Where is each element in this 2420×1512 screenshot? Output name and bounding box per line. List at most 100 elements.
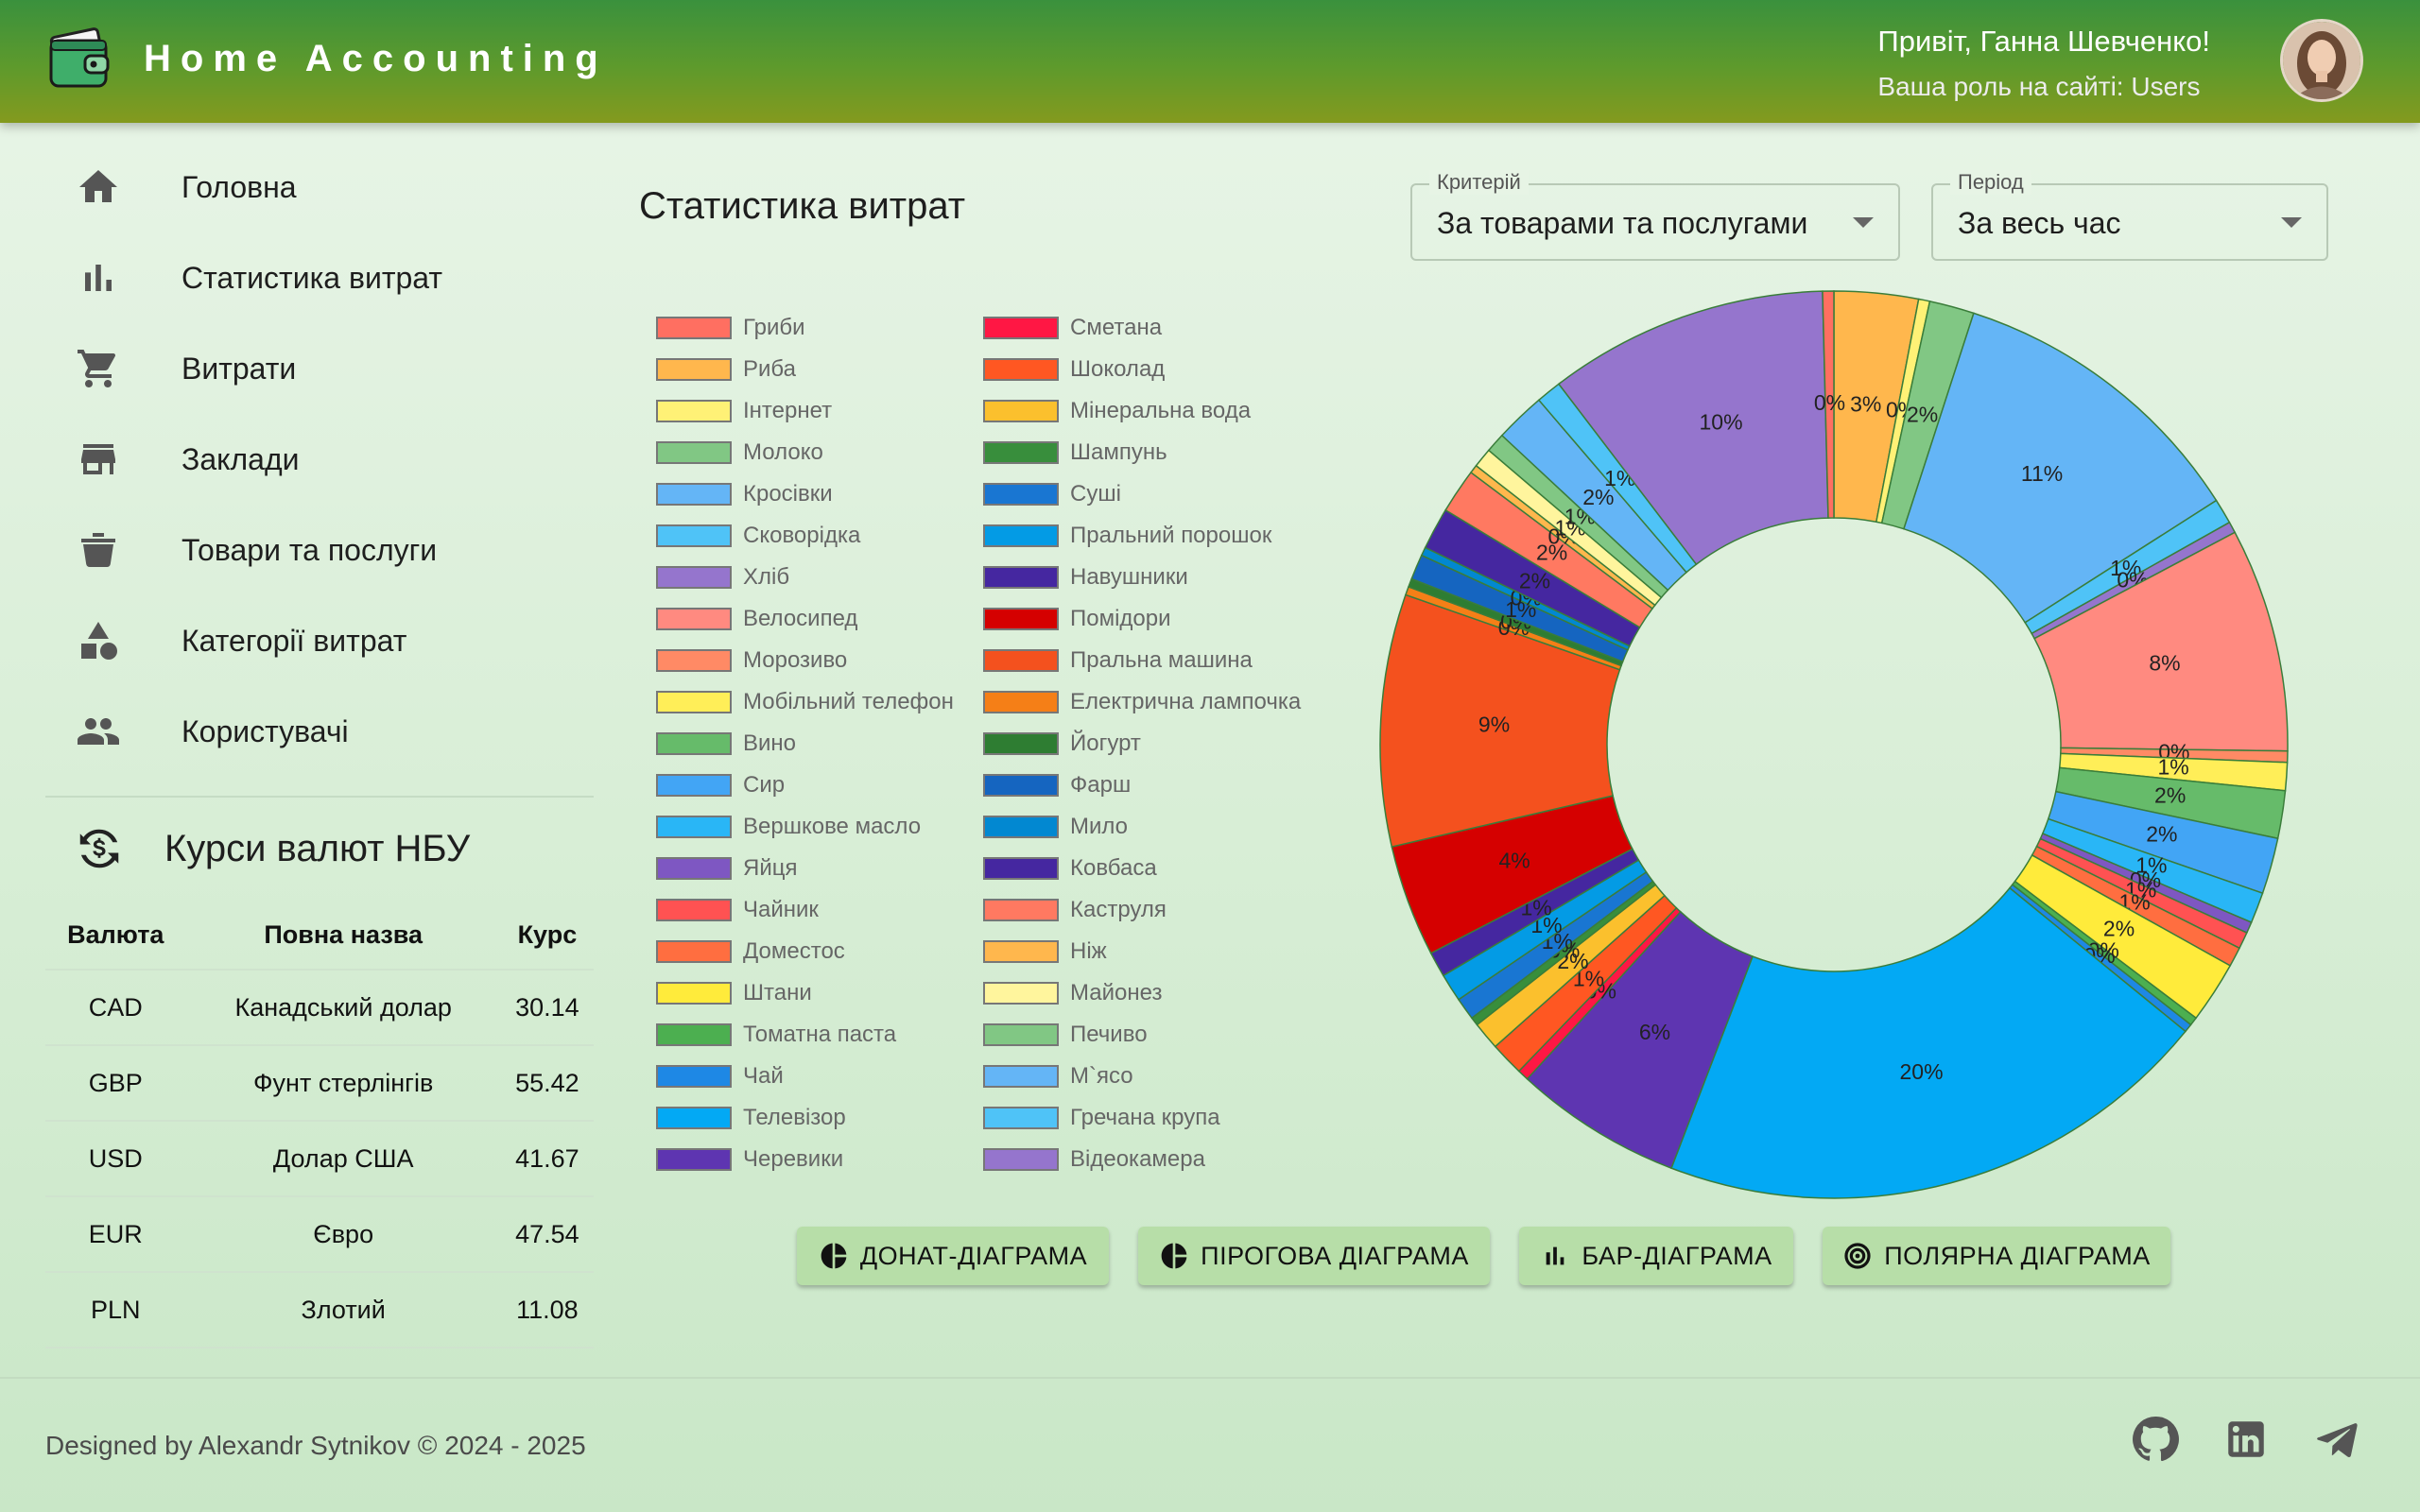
page-title: Статистика витрат [639, 185, 966, 227]
legend-item[interactable]: Риба [656, 355, 796, 384]
footer-credit: Designed by Alexandr Sytnikov © 2024 - 2… [45, 1431, 586, 1460]
legend-swatch [656, 483, 732, 506]
legend-swatch [656, 899, 732, 921]
donut-chart-button[interactable]: ДОНАТ-ДІАГРАМА [797, 1227, 1109, 1285]
sidebar-item-label: Головна [182, 169, 297, 204]
table-row: CAD Канадський долар 30.14 [45, 969, 594, 1045]
donut-slice[interactable] [1903, 312, 2218, 624]
currency-rates-table: Валюта Повна назва Курс CAD Канадський д… [45, 902, 594, 1349]
category-icon [81, 622, 117, 660]
legend-item[interactable]: Мінеральна вода [983, 397, 1251, 425]
period-select[interactable]: Період За весь час [1931, 170, 2328, 261]
legend-item[interactable]: Велосипед [656, 605, 857, 633]
legend-item[interactable]: Хліб [656, 563, 789, 592]
avatar[interactable] [2280, 19, 2363, 102]
legend-item[interactable]: М`ясо [983, 1062, 1133, 1091]
legend-item[interactable]: Суші [983, 480, 1121, 508]
legend-label: Фарш [1070, 772, 1132, 798]
legend-item[interactable]: Сир [656, 771, 785, 799]
legend-item[interactable]: Йогурт [983, 730, 1141, 758]
legend-item[interactable]: Шоколад [983, 355, 1165, 384]
wallet-logo-icon[interactable] [47, 27, 112, 92]
legend-item[interactable]: Томатна паста [656, 1021, 896, 1049]
legend-item[interactable]: Морозиво [656, 646, 847, 675]
legend-item[interactable]: Пральна машина [983, 646, 1253, 675]
legend-swatch [983, 400, 1059, 422]
legend-item[interactable]: Гриби [656, 314, 805, 342]
slice-percent-label: 2% [2146, 821, 2177, 846]
donut-slice[interactable] [1822, 290, 1835, 519]
telegram-icon[interactable] [2313, 1416, 2360, 1463]
legend-label: Велосипед [743, 606, 858, 631]
legend-label: Сир [743, 772, 786, 798]
bar-chart-button[interactable]: БАР-ДІАГРАМА [1519, 1227, 1793, 1285]
legend-item[interactable]: Помідори [983, 605, 1171, 633]
legend-label: Чай [743, 1063, 784, 1089]
sidebar-item-categories[interactable]: Категорії витрат [45, 595, 594, 686]
legend-item[interactable]: Телевізор [656, 1104, 846, 1132]
legend-item[interactable]: Майонез [983, 979, 1162, 1007]
cart-icon [78, 350, 116, 387]
sidebar-item-statistics[interactable]: Статистика витрат [45, 232, 594, 323]
legend-swatch [983, 441, 1059, 464]
legend-label: Пральний порошок [1070, 523, 1272, 548]
legend-item[interactable]: Ковбаса [983, 854, 1157, 883]
legend-item[interactable]: Ніж [983, 937, 1107, 966]
user-greeting: Привіт, Ганна Шевченко! Ваша роль на сай… [1877, 25, 2210, 102]
polar-chart-button[interactable]: ПОЛЯРНА ДІАГРАМА [1823, 1227, 2170, 1285]
legend-item[interactable]: Шампунь [983, 438, 1167, 467]
legend-item[interactable]: Кросівки [656, 480, 833, 508]
legend-item[interactable]: Молоко [656, 438, 823, 467]
legend-swatch [656, 1065, 732, 1088]
legend-item[interactable]: Електрична лампочка [983, 688, 1301, 716]
legend-item[interactable]: Яйця [656, 854, 797, 883]
sidebar-item-home[interactable]: Головна [45, 142, 594, 232]
legend-label: Доместос [743, 938, 845, 964]
pie-chart-button[interactable]: ПІРОГОВА ДІАГРАМА [1138, 1227, 1490, 1285]
legend-item[interactable]: Сковорідка [656, 522, 860, 550]
table-row: PLN Злотий 11.08 [45, 1271, 594, 1349]
legend-swatch [656, 441, 732, 464]
legend-item[interactable]: Доместос [656, 937, 845, 966]
basket-icon [81, 533, 115, 568]
legend-item[interactable]: Вершкове масло [656, 813, 921, 841]
donut-slice[interactable] [1670, 886, 2187, 1199]
slice-percent-label: 8% [2149, 651, 2180, 676]
legend-item[interactable]: Каструля [983, 896, 1167, 924]
chart-type-buttons: ДОНАТ-ДІАГРАМА ПІРОГОВА ДІАГРАМА БАР-ДІА… [0, 1227, 2420, 1287]
legend-item[interactable]: Пральний порошок [983, 522, 1271, 550]
criterion-select[interactable]: Критерій За товарами та послугами [1410, 170, 1900, 261]
legend-item[interactable]: Чай [656, 1062, 784, 1091]
legend-item[interactable]: Вино [656, 730, 796, 758]
sidebar-item-expenses[interactable]: Витрати [45, 323, 594, 414]
donut-slice[interactable] [1557, 290, 1829, 566]
legend-label: Черевики [743, 1146, 844, 1172]
legend-item[interactable]: Чайник [656, 896, 819, 924]
sidebar-item-users[interactable]: Користувачі [45, 686, 594, 777]
legend-item[interactable]: Інтернет [656, 397, 832, 425]
legend-label: Гречана крупа [1070, 1105, 1220, 1130]
app-brand[interactable]: Home Accounting [144, 38, 608, 79]
github-icon[interactable] [2132, 1416, 2179, 1463]
legend-item[interactable]: Гречана крупа [983, 1104, 1220, 1132]
legend-item[interactable]: Сметана [983, 314, 1162, 342]
legend-swatch [656, 940, 732, 963]
legend-label: Томатна паста [743, 1022, 897, 1047]
expense-donut-chart[interactable]: 3% 0%2%11%1%0%8%0%1%2%2%1%0%1%1%2%0%0%20%… [1371, 284, 2297, 1210]
pie-chart-button-label: ПІРОГОВА ДІАГРАМА [1201, 1241, 1469, 1270]
sidebar-item-goods[interactable]: Товари та послуги [45, 505, 594, 595]
pie-chart-icon [1161, 1243, 1187, 1269]
currency-rate: 30.14 [500, 969, 594, 1045]
legend-item[interactable]: Відеокамера [983, 1145, 1205, 1174]
linkedin-icon[interactable] [2222, 1416, 2270, 1463]
legend-item[interactable]: Печиво [983, 1021, 1148, 1049]
legend-item[interactable]: Штани [656, 979, 812, 1007]
legend-label: Молоко [743, 439, 823, 465]
legend-item[interactable]: Черевики [656, 1145, 843, 1174]
legend-item[interactable]: Фарш [983, 771, 1131, 799]
sidebar-item-places[interactable]: Заклади [45, 414, 594, 505]
table-row: GBP Фунт стерлінгів 55.42 [45, 1044, 594, 1121]
legend-item[interactable]: Мило [983, 813, 1128, 841]
legend-item[interactable]: Навушники [983, 563, 1188, 592]
legend-item[interactable]: Мобільний телефон [656, 688, 954, 716]
